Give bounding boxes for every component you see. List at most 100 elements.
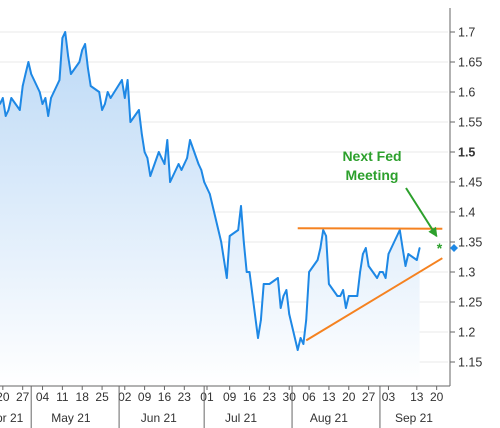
data-point xyxy=(316,259,319,261)
data-point xyxy=(407,253,410,255)
data-point xyxy=(84,43,86,45)
x-tick-label: 11 xyxy=(56,390,69,404)
data-point xyxy=(237,229,240,231)
month-label: Aug 21 xyxy=(310,411,348,425)
data-point xyxy=(322,229,325,231)
data-point xyxy=(183,163,186,165)
data-point xyxy=(18,109,21,111)
y-tick-label: 1.35 xyxy=(458,236,482,250)
data-point xyxy=(418,247,421,249)
x-tick-label: 03 xyxy=(382,390,396,404)
data-point xyxy=(345,307,347,309)
trendlines xyxy=(297,227,443,342)
data-point xyxy=(359,271,361,273)
data-point xyxy=(325,235,327,237)
area-fill-path xyxy=(0,32,420,386)
y-tick-label: 1.25 xyxy=(458,296,482,310)
month-label: Jun 21 xyxy=(141,411,177,425)
data-point xyxy=(299,337,302,339)
data-point xyxy=(296,349,299,351)
data-point xyxy=(197,163,200,165)
data-point xyxy=(387,253,390,255)
data-point xyxy=(203,181,206,183)
data-point xyxy=(24,73,27,75)
data-point xyxy=(58,79,61,81)
y-tick-label: 1.5 xyxy=(458,146,475,160)
data-point xyxy=(257,337,259,339)
data-point xyxy=(381,271,384,273)
data-point xyxy=(223,259,225,261)
data-point xyxy=(87,67,89,69)
data-point xyxy=(339,295,342,297)
x-tick-label: 20 xyxy=(0,390,10,404)
annotation-arrow-line xyxy=(405,187,438,237)
data-point xyxy=(308,271,310,273)
data-point xyxy=(146,157,149,159)
y-tick-label: 1.6 xyxy=(458,86,475,100)
data-point xyxy=(240,205,242,207)
data-point xyxy=(180,169,183,171)
data-point xyxy=(277,277,279,279)
data-point xyxy=(336,295,339,297)
data-point xyxy=(189,139,191,141)
data-point xyxy=(362,253,364,255)
data-point xyxy=(140,133,143,135)
data-point xyxy=(379,271,381,273)
data-point xyxy=(245,271,248,273)
axes: 1.15 1.2 1.25 1.3 1.35 1.4 1.45 1.5 1.55 1.6 1.65 1… xyxy=(0,8,482,428)
data-point xyxy=(262,283,265,285)
data-point xyxy=(30,73,33,75)
x-tick-label: 25 xyxy=(95,390,109,404)
data-point xyxy=(163,163,166,165)
data-point xyxy=(206,187,208,189)
month-label: Sep 21 xyxy=(395,411,433,425)
data-point xyxy=(305,319,308,321)
data-point xyxy=(98,91,101,93)
x-tick-label: 18 xyxy=(76,390,90,404)
x-tick-label: 02 xyxy=(118,390,132,404)
data-point xyxy=(21,85,24,87)
data-point xyxy=(149,175,152,177)
x-tick-label: 23 xyxy=(263,390,277,404)
y-tick-label: 1.55 xyxy=(458,116,482,130)
trendline-support xyxy=(305,257,443,342)
data-point xyxy=(160,157,163,159)
data-point xyxy=(347,295,350,297)
data-point xyxy=(228,235,231,237)
data-point xyxy=(356,295,359,297)
data-point xyxy=(47,115,50,117)
trendline-resistance xyxy=(297,227,443,230)
data-point xyxy=(41,103,44,105)
data-point xyxy=(7,109,10,111)
data-point xyxy=(186,157,189,159)
data-point xyxy=(106,91,109,93)
x-tick-label: 09 xyxy=(223,390,237,404)
data-point xyxy=(70,73,72,75)
data-point xyxy=(282,295,285,297)
data-point xyxy=(10,97,13,99)
data-point xyxy=(121,79,123,81)
x-tick-label: 27 xyxy=(16,390,30,404)
annotation-arrow-head xyxy=(428,226,438,238)
data-point xyxy=(138,109,140,111)
data-point xyxy=(220,241,223,243)
annotation-star-marker: * xyxy=(437,240,443,256)
data-point xyxy=(285,289,288,291)
data-point xyxy=(384,277,387,279)
data-point xyxy=(404,265,407,267)
annotation-text: Meeting xyxy=(346,167,399,183)
data-point xyxy=(265,283,268,285)
data-point xyxy=(342,289,344,291)
x-tick-label: 16 xyxy=(158,390,172,404)
data-point xyxy=(109,97,112,99)
series-line-group xyxy=(0,31,421,351)
data-point xyxy=(44,97,47,99)
x-tick-label: 23 xyxy=(178,390,192,404)
data-point xyxy=(101,109,103,111)
data-point xyxy=(50,97,52,99)
x-tick-label: 13 xyxy=(410,390,424,404)
data-point xyxy=(129,121,132,123)
x-tick-label: 04 xyxy=(36,390,50,404)
data-point xyxy=(225,277,228,279)
data-point xyxy=(279,307,282,309)
